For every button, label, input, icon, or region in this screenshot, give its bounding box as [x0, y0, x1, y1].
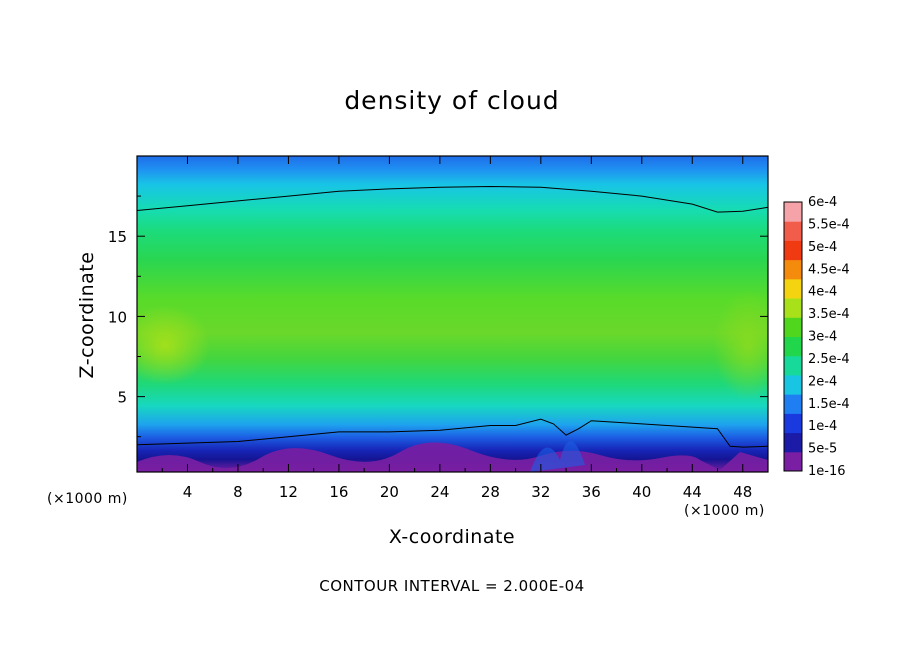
x-tick-label: 40 [632, 483, 651, 501]
x-tick-label: 32 [531, 483, 550, 501]
colorbar-swatch [784, 413, 802, 434]
x-tick-label: 48 [733, 483, 752, 501]
x-tick-label: 24 [430, 483, 449, 501]
colorbar-label: 5e-5 [808, 442, 837, 457]
x-tick-label: 44 [683, 483, 702, 501]
x-tick-label: 36 [582, 483, 601, 501]
colorbar-label: 5e-4 [808, 240, 837, 255]
colorbar-label: 3.5e-4 [808, 307, 850, 322]
chart-title: density of cloud [344, 86, 560, 115]
colorbar-swatch [784, 221, 802, 241]
colorbar-swatch [784, 432, 802, 453]
colorbar-swatch [784, 451, 802, 472]
colorbar-label: 2.5e-4 [808, 352, 850, 367]
density-maximum-left [137, 305, 210, 385]
contour-line-2 [136, 418, 769, 448]
colorbar-swatch [784, 240, 802, 261]
colorbar-label: 6e-4 [808, 195, 837, 210]
y-tick-label: 5 [117, 389, 127, 407]
colorbar-label: 1e-4 [808, 419, 837, 434]
colorbar-label: 1e-16 [808, 464, 846, 479]
contour-interval-note: CONTOUR INTERVAL = 2.000E-04 [319, 577, 585, 595]
colorbar-label: 2e-4 [808, 374, 837, 389]
y-unit-label: (×1000 m) [47, 491, 128, 507]
x-tick-label: 28 [481, 483, 500, 501]
colorbar-swatch [784, 374, 802, 395]
x-tick-label: 4 [183, 483, 193, 501]
colorbar-label: 3e-4 [808, 330, 837, 345]
x-tick-label: 8 [233, 483, 243, 501]
x-tick-label: 12 [279, 483, 298, 501]
colorbar-frame [783, 201, 803, 472]
colorbar-swatch [784, 317, 802, 337]
y-tick-label: 15 [108, 228, 127, 246]
colorbar-swatch [784, 202, 802, 222]
colorbar-label: 4.5e-4 [808, 262, 850, 277]
contour-line-1 [136, 185, 769, 213]
colorbar-label: 5.5e-4 [808, 217, 850, 232]
colorbar-swatch [784, 259, 802, 280]
low-density-band [137, 442, 768, 472]
y-tick-label: 10 [108, 308, 127, 326]
density-disturbance [530, 441, 585, 472]
x-axis-label: X-coordinate [388, 526, 516, 548]
colorbar-label: 1.5e-4 [808, 397, 850, 412]
x-tick-label: 20 [380, 483, 399, 501]
colorbar-swatch [784, 394, 802, 414]
colorbar-swatch [784, 336, 802, 357]
x-tick-label: 16 [329, 483, 348, 501]
colorbar-swatch [784, 278, 802, 299]
colorbar-swatch [784, 298, 802, 318]
plot-frame [136, 155, 769, 473]
density-maximum-right [713, 290, 768, 400]
colorbar-label: 4e-4 [808, 285, 837, 300]
x-unit-label: (×1000 m) [684, 503, 765, 519]
colorbar-swatch [784, 355, 802, 376]
density-field [137, 156, 768, 472]
